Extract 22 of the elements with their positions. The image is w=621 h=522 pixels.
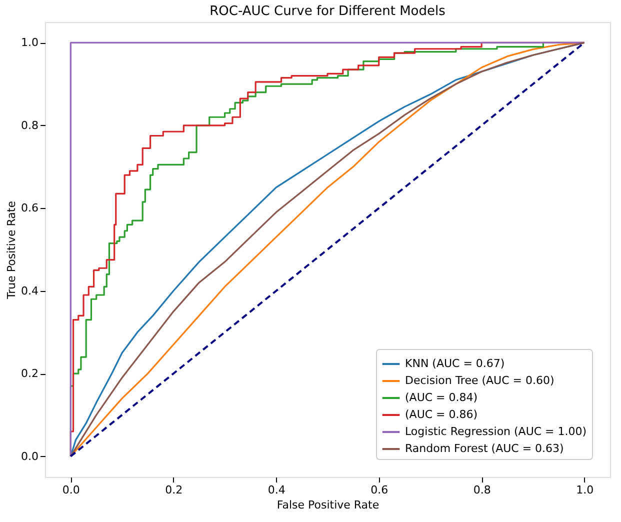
y-tick-label: 0.2 [21, 367, 38, 380]
x-tick-label: 0.2 [165, 484, 183, 496]
y-tick-label: 0.4 [21, 284, 38, 298]
legend-label: Decision Tree (AUC = 0.60) [405, 374, 554, 387]
legend-label: (AUC = 0.86) [405, 408, 478, 421]
y-tick-label: 0.6 [21, 202, 38, 215]
x-tick-label: 1.0 [576, 484, 594, 496]
y-tick-label: 0.0 [21, 450, 38, 463]
x-tick-label: 0.4 [268, 484, 286, 496]
y-tick-label: 0.8 [21, 118, 38, 132]
y-axis-title: True Positive Rate [5, 200, 18, 300]
legend-label: Random Forest (AUC = 0.63) [405, 442, 564, 455]
x-tick-label: 0.8 [473, 484, 491, 496]
x-axis-title: False Positive Rate [276, 498, 380, 512]
chart-title: ROC-AUC Curve for Different Models [210, 4, 446, 19]
legend-label: Logistic Regression (AUC = 1.00) [405, 425, 587, 438]
line-series [70, 42, 586, 458]
x-tick-label: 0.6 [370, 484, 388, 496]
x-tick-label: 0.0 [62, 484, 80, 496]
legend-label: (AUC = 0.84) [405, 391, 478, 404]
y-tick-label: 1.0 [21, 36, 38, 50]
legend-label: KNN (AUC = 0.67) [405, 357, 505, 370]
